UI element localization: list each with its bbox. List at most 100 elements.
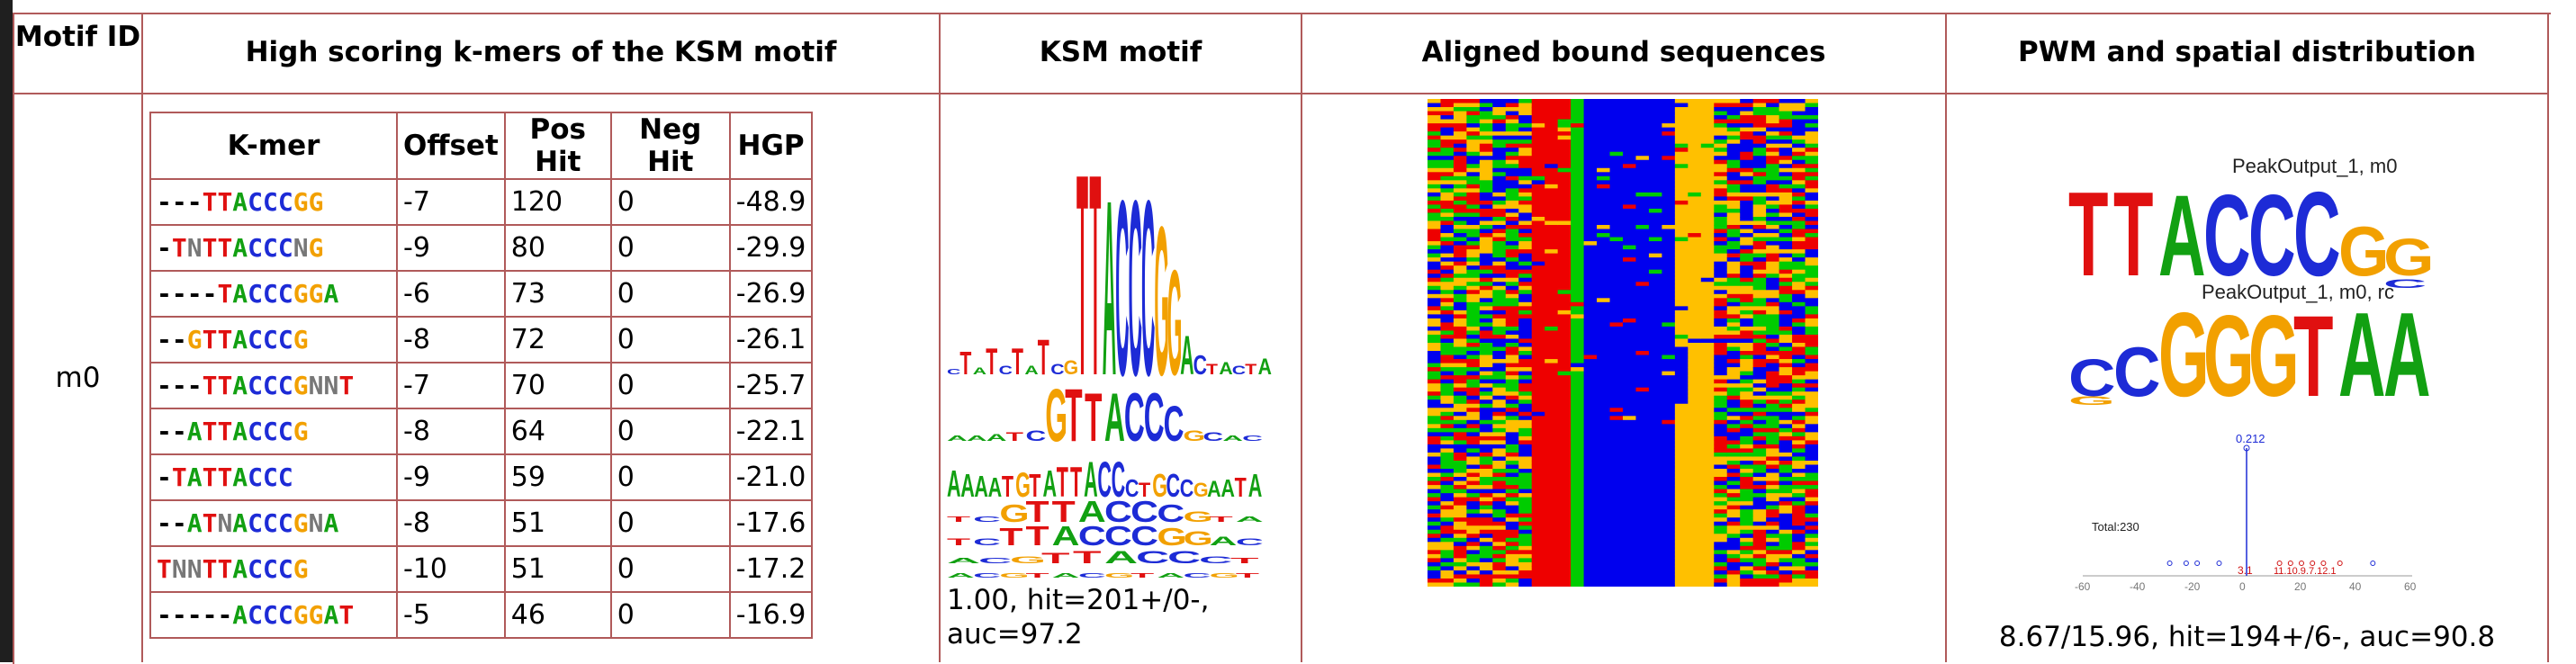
heatmap-cell [1453,501,1467,507]
heatmap-cell [1557,493,1572,498]
heatmap-cell [1792,306,1806,311]
heatmap-cell [1492,253,1507,258]
heatmap-cell [1726,497,1741,502]
heatmap-cell [1752,115,1767,121]
heatmap-cell [1518,363,1533,368]
heatmap-cell [1752,367,1767,372]
heatmap-cell [1545,509,1559,515]
spatial-distribution-plot: Total:230 0.212 3.1 11.10.9.7.12.1 -60 -4… [2075,432,2417,593]
heatmap-cell [1623,310,1636,315]
heatmap-cell [1726,188,1741,193]
heatmap-cell [1597,204,1611,210]
heatmap-cell [1571,159,1585,165]
heatmap-cell [1545,537,1559,543]
heatmap-cell [1674,107,1689,112]
heatmap-cell [1583,432,1598,437]
heatmap-cell [1428,509,1441,515]
heatmap-cell [1740,285,1754,291]
heatmap-cell [1726,375,1741,381]
header-divider [14,93,2549,94]
heatmap-cell [1505,326,1519,331]
heatmap-cell [1609,318,1624,323]
heatmap-cell [1779,285,1793,291]
heatmap-cell [1805,180,1818,185]
heatmap-cell [1688,505,1702,510]
logo-letter-T: T [1006,430,1023,444]
heatmap-cell [1714,517,1728,523]
heatmap-cell [1492,306,1507,311]
heatmap-cell [1597,359,1611,364]
heatmap-cell [1766,196,1780,202]
heatmap-cell [1545,151,1559,157]
heatmap-cell [1726,416,1741,421]
heatmap-cell [1805,379,1818,384]
heatmap-cell [1440,472,1455,478]
heatmap-cell [1674,553,1689,559]
heatmap-cell [1766,225,1780,230]
heatmap-cell [1609,115,1624,121]
heatmap-cell [1740,456,1754,462]
heatmap-cell [1623,375,1636,381]
heatmap-cell [1805,253,1818,258]
heatmap-cell [1805,395,1818,400]
heatmap-cell [1779,427,1793,433]
heatmap-cell [1648,497,1662,502]
heatmap-cell [1766,525,1780,531]
heatmap-cell [1479,107,1493,112]
heatmap-cell [1700,391,1715,397]
column-divider [2547,13,2549,662]
heatmap-cell [1648,529,1662,534]
heatmap-cell [1752,359,1767,364]
heatmap-cell [1714,212,1728,218]
heatmap-cell [1466,501,1481,507]
heatmap-cell [1726,346,1741,352]
heatmap-cell [1518,257,1533,263]
heatmap-cell [1714,529,1728,534]
heatmap-cell [1440,338,1455,344]
heatmap-cell [1583,351,1598,356]
heatmap-cell [1597,269,1611,274]
heatmap-cell [1648,330,1662,336]
heatmap-cell [1726,293,1741,299]
heatmap-cell [1557,460,1572,465]
heatmap-cell [1505,156,1519,161]
distribution-point [2216,561,2222,566]
heatmap-cell [1779,208,1793,213]
heatmap-cell [1583,253,1598,258]
heatmap-cell [1545,582,1559,587]
heatmap-cell [1674,517,1689,523]
peak-small-label: 3.1 [2238,564,2253,577]
heatmap-cell [1571,261,1585,266]
heatmap-cell [1674,379,1689,384]
logo-letter-T: T [1210,515,1233,523]
heatmap-cell [1648,200,1662,205]
heatmap-cell [1440,269,1455,274]
heatmap-cell [1453,359,1467,364]
heatmap-cell [1779,261,1793,266]
heatmap-cell [1583,310,1598,315]
heatmap-cell [1466,298,1481,303]
heatmap-cell [1766,553,1780,559]
heatmap-cell [1792,513,1806,518]
hgp-cell: -29.9 [728,224,814,272]
heatmap-cell [1505,212,1519,218]
heatmap-cell [1583,233,1598,238]
neg-hit-cell: 0 [609,453,731,501]
heatmap-cell [1662,521,1676,526]
heatmap-cell [1479,521,1493,526]
heatmap-cell [1479,582,1493,587]
heatmap-cell [1792,285,1806,291]
heatmap-cell [1545,216,1559,221]
heatmap-cell [1635,537,1650,543]
heatmap-cell [1479,534,1493,539]
heatmap-cell [1766,550,1780,555]
heatmap-cell [1505,274,1519,279]
heatmap-cell [1662,156,1676,161]
heatmap-cell [1700,184,1715,189]
heatmap-cell [1740,435,1754,441]
heatmap-cell [1648,164,1662,169]
heatmap-cell [1440,456,1455,462]
heatmap-cell [1466,367,1481,372]
heatmap-cell [1662,103,1676,108]
heatmap-cell [1714,131,1728,137]
